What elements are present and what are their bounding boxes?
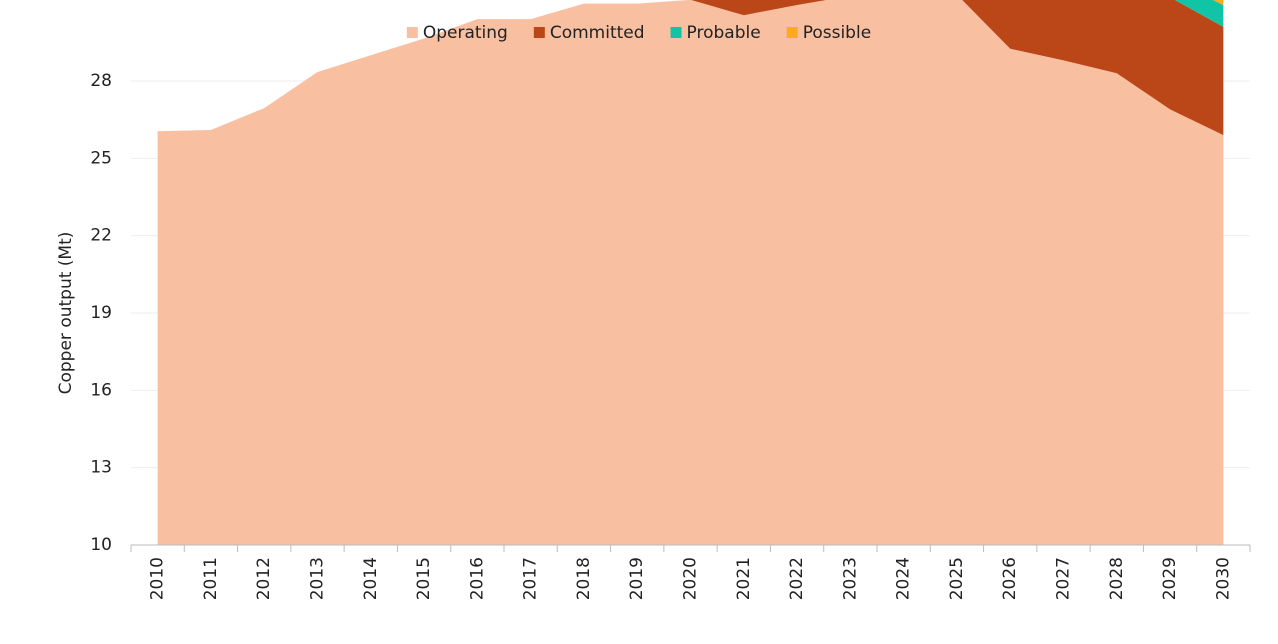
y-tick-label: 19 [90, 303, 112, 323]
y-tick-label: 16 [90, 380, 112, 400]
x-tick-label: 2029 [1160, 557, 1180, 600]
x-tick-label: 2030 [1213, 557, 1233, 600]
x-tick-label: 2014 [361, 557, 381, 600]
x-tick-label: 2022 [787, 557, 807, 600]
legend-label: Possible [803, 23, 871, 43]
x-tick-label: 2027 [1054, 557, 1074, 600]
x-tick-label: 2019 [627, 557, 647, 600]
y-tick-label: 28 [90, 71, 112, 91]
x-tick-label: 2024 [894, 557, 914, 600]
legend-label: Probable [687, 23, 761, 43]
x-tick-label: 2015 [414, 557, 434, 600]
x-tick-label: 2012 [254, 557, 274, 600]
y-tick-label: 22 [90, 226, 112, 246]
x-tick-label: 2017 [521, 557, 541, 600]
x-tick-label: 2021 [734, 557, 754, 600]
x-tick-label: 2011 [201, 557, 221, 600]
legend: Operating Committed Probable Possible [406, 23, 871, 43]
y-tick-label: 10 [90, 535, 112, 555]
y-axis-label: Copper output (Mt) [56, 232, 76, 395]
legend-swatch [533, 27, 545, 38]
x-tick-label: 2016 [467, 557, 487, 600]
x-tick-label: 2028 [1107, 557, 1127, 600]
legend-swatch [786, 27, 798, 38]
area [157, 0, 1224, 545]
y-tick-label: 25 [90, 148, 112, 168]
legend-label: Committed [550, 23, 645, 43]
x-tick-label: 2013 [308, 557, 328, 600]
legend-swatch [670, 27, 682, 38]
legend-label: Operating [423, 23, 508, 43]
x-tick-label: 2018 [574, 557, 594, 600]
x-tick-label: 2010 [148, 557, 168, 600]
legend-swatch [406, 27, 418, 38]
x-tick-label: 2026 [1000, 557, 1020, 600]
area [157, 0, 1224, 136]
x-tick-label: 2020 [681, 557, 701, 600]
x-tick-label: 2025 [947, 557, 967, 600]
x-tick-label: 2023 [840, 557, 860, 600]
y-tick-label: 13 [90, 458, 112, 478]
